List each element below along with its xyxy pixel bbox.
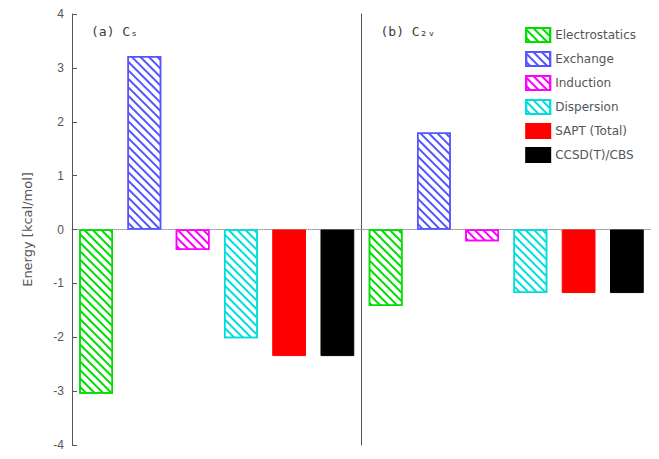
svg-text:CCSD(T)/CBS: CCSD(T)/CBS	[555, 148, 633, 162]
svg-text:-2: -2	[53, 330, 64, 344]
svg-text:(b) C₂ᵥ: (b) C₂ᵥ	[381, 24, 436, 39]
svg-text:Induction: Induction	[555, 76, 611, 90]
svg-text:2: 2	[57, 115, 64, 129]
svg-text:Dispersion: Dispersion	[555, 100, 618, 114]
svg-text:SAPT (Total): SAPT (Total)	[555, 124, 627, 138]
svg-text:-4: -4	[53, 438, 64, 452]
svg-text:0: 0	[57, 223, 64, 237]
svg-text:-3: -3	[53, 384, 64, 398]
svg-text:4: 4	[57, 7, 64, 21]
svg-text:-1: -1	[53, 276, 64, 290]
svg-text:3: 3	[57, 61, 64, 75]
svg-text:(a) Cₛ: (a) Cₛ	[91, 24, 138, 39]
svg-text:Exchange: Exchange	[555, 52, 614, 66]
svg-text:1: 1	[57, 169, 64, 183]
svg-text:Electrostatics: Electrostatics	[555, 28, 636, 42]
svg-text:Energy [kcal/mol]: Energy [kcal/mol]	[20, 172, 35, 287]
